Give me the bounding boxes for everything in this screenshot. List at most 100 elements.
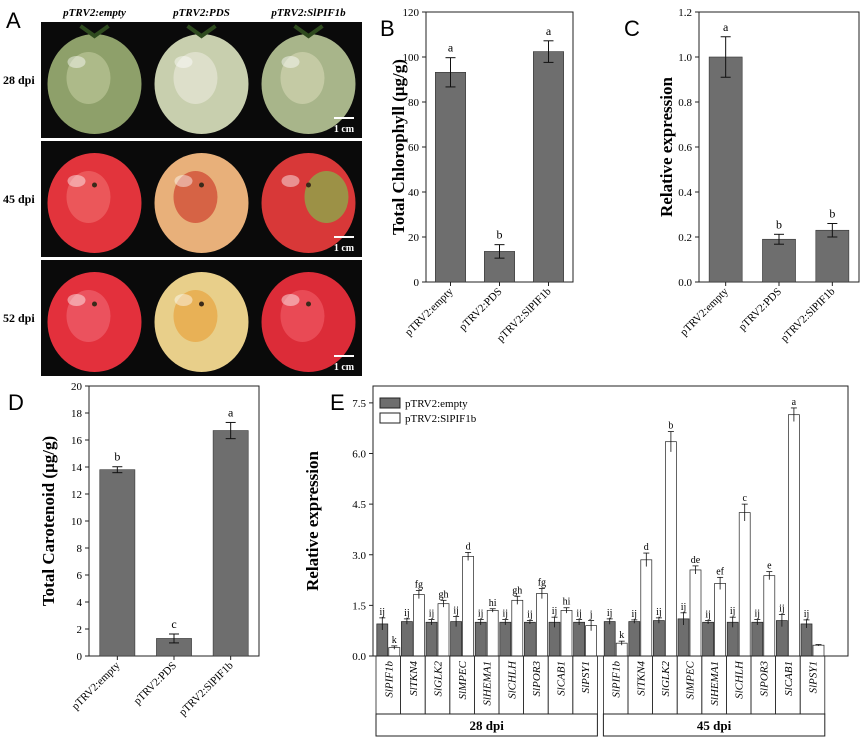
y-axis-title: Relative expression	[657, 76, 676, 216]
bar-ptrv2-empty-slpor3-28	[524, 621, 536, 657]
significance-letter: ij	[607, 608, 613, 619]
significance-letter: j	[589, 610, 593, 621]
gene-label-slcab1: SlCAB1	[783, 661, 795, 696]
significance-letter: a	[448, 41, 454, 55]
significance-letter: ij	[478, 609, 484, 620]
gene-label-slpsy1: SlPSY1	[580, 661, 592, 693]
bar-ptrv2-empty-slpsy1-45	[800, 623, 813, 657]
y-tick-label: 0.0	[678, 277, 692, 289]
gene-label-slhema1: SlHEMA1	[709, 661, 721, 706]
fruit-color-patch	[173, 171, 218, 223]
significance-letter: c	[171, 617, 176, 631]
fruit-stem-scar	[306, 182, 311, 188]
panel-e-gene-expression-chart: E 0.0 1.5 3.0 4.5 6.0 7.5 Relative expression pT…	[303, 385, 849, 737]
fruit-color-patch	[280, 290, 325, 342]
significance-letter: b	[776, 217, 782, 231]
y-tick-label: 18	[71, 408, 83, 420]
panel-label-c: C	[624, 16, 640, 41]
bar-ptrv2-slpif1b-sltkn4-28	[413, 594, 425, 657]
significance-letter: a	[723, 20, 729, 34]
fruit-stem-scar	[199, 301, 204, 307]
panel-c-expression-chart: C 0.0 0.2 0.4 0.6 0.8 1.0 1.2 a pTRV2:empty b pTRV2…	[624, 7, 860, 345]
significance-letter: k	[392, 635, 397, 646]
bar-ptrv2-slpif1b-slcab1-28	[560, 610, 573, 657]
gene-label-slmpec: SlMPEC	[457, 660, 469, 699]
fruit-highlight	[281, 56, 300, 68]
fruit-color-patch	[173, 52, 218, 104]
significance-letter: b	[114, 450, 120, 464]
fruit-highlight	[174, 175, 193, 187]
bar-ptrv2-empty	[708, 56, 743, 283]
x-tick-label-ptrv2-slpif1b: pTRV2:SlPIF1b	[177, 659, 236, 718]
row-label-52-dpi: 52 dpi	[3, 311, 35, 325]
fruit-highlight	[174, 56, 193, 68]
bar-ptrv2-slpif1b	[533, 51, 564, 283]
fruit-color-patch	[66, 290, 111, 342]
fruit-color-patch	[66, 171, 111, 223]
y-tick-label: 1.2	[678, 7, 692, 19]
x-tick-label-ptrv2-empty: pTRV2:empty	[678, 285, 731, 338]
significance-letter: ij	[705, 610, 711, 621]
gene-label-slmpec: SlMPEC	[685, 660, 697, 699]
scale-bar-label: 1 cm	[334, 362, 355, 373]
bar-ptrv2-slpif1b-slpsy1-45	[812, 644, 825, 657]
column-label-ptrv2-pds: pTRV2:PDS	[172, 7, 230, 19]
legend-swatch-ptrv2-empty	[379, 397, 401, 409]
legend-label-ptrv2-slpif1b: pTRV2:SlPIF1b	[405, 413, 477, 425]
significance-letter: ij	[404, 608, 410, 619]
group-box-28-dpi	[375, 713, 598, 737]
significance-letter: ij	[779, 603, 785, 614]
bar-ptrv2-slpif1b-slpor3-45	[763, 575, 776, 657]
fruit-color-patch	[173, 290, 218, 342]
gene-label-slpsy1: SlPSY1	[808, 661, 820, 693]
gene-label-slglk2: SlGLK2	[660, 661, 672, 697]
scale-bar-label: 1 cm	[334, 124, 355, 135]
significance-letter: fg	[415, 580, 423, 591]
bar-ptrv2-slpif1b-slglk2-28	[437, 603, 450, 657]
significance-letter: a	[546, 24, 552, 38]
bar-ptrv2-slpif1b-slcab1-45	[788, 414, 800, 657]
gene-label-slcab1: SlCAB1	[556, 661, 568, 696]
y-tick-label: 12	[71, 489, 82, 501]
bar-ptrv2-empty-slmpec-28	[450, 621, 462, 657]
bar-ptrv2-empty-slpor3-45	[751, 621, 764, 657]
gene-label-slglk2: SlGLK2	[433, 661, 445, 697]
x-tick-label-ptrv2-empty: pTRV2:empty	[403, 285, 456, 338]
panel-b-chlorophyll-chart: B020406080100120apTRV2:emptybpTRV2:PDSap…	[380, 7, 574, 345]
y-tick-label: 16	[71, 435, 83, 447]
significance-letter: ij	[804, 609, 810, 620]
bar-ptrv2-empty-sltkn4-45	[628, 621, 641, 657]
panel-label-b: B	[380, 16, 395, 41]
x-tick-label-ptrv2-pds: pTRV2:PDS	[457, 286, 505, 334]
y-tick-label: 6.0	[352, 449, 366, 461]
gene-label-sltkn4: SlTKN4	[635, 661, 647, 696]
scale-bar-label: 1 cm	[334, 243, 355, 254]
significance-letter: gh	[439, 589, 449, 600]
bar-ptrv2-slpif1b-slpor3-28	[536, 593, 548, 657]
significance-letter: ij	[576, 609, 582, 620]
fruit-color-patch	[304, 171, 349, 223]
row-label-28-dpi: 28 dpi	[3, 73, 35, 87]
y-tick-label: 4	[77, 597, 83, 609]
y-axis-title: Total Chlorophyll (μg/g)	[389, 59, 408, 235]
group-box-45-dpi	[602, 713, 826, 737]
gene-label-slchlh: SlCHLH	[734, 660, 746, 699]
column-label-ptrv2-slpif1b: pTRV2:SlPIF1b	[270, 7, 346, 19]
y-tick-label: 7.5	[352, 398, 366, 410]
fruit-stem	[79, 24, 110, 39]
bar-ptrv2-slpif1b-slchlh-45	[738, 512, 751, 657]
significance-letter: a	[228, 405, 234, 419]
gene-label-slhema1: SlHEMA1	[482, 661, 494, 706]
bar-ptrv2-empty-slglk2-45	[653, 620, 665, 657]
y-tick-label: 60	[408, 142, 420, 154]
significance-letter: ij	[527, 610, 533, 621]
fruit-color-patch	[280, 52, 325, 104]
y-tick-label: 100	[403, 52, 420, 64]
significance-letter: ij	[681, 602, 687, 613]
fruit-stem-scar	[92, 301, 97, 307]
panel-label-a: A	[6, 8, 21, 33]
y-axis-title: Total Carotenoid (μg/g)	[39, 436, 58, 606]
panel-d-carotenoid-chart: D 0 2 4 6 8 10 12 14 16 18 20 b pTRV2:empty c pTRV2:PDS…	[8, 381, 260, 719]
bar-ptrv2-empty-slpsy1-28	[573, 621, 585, 657]
